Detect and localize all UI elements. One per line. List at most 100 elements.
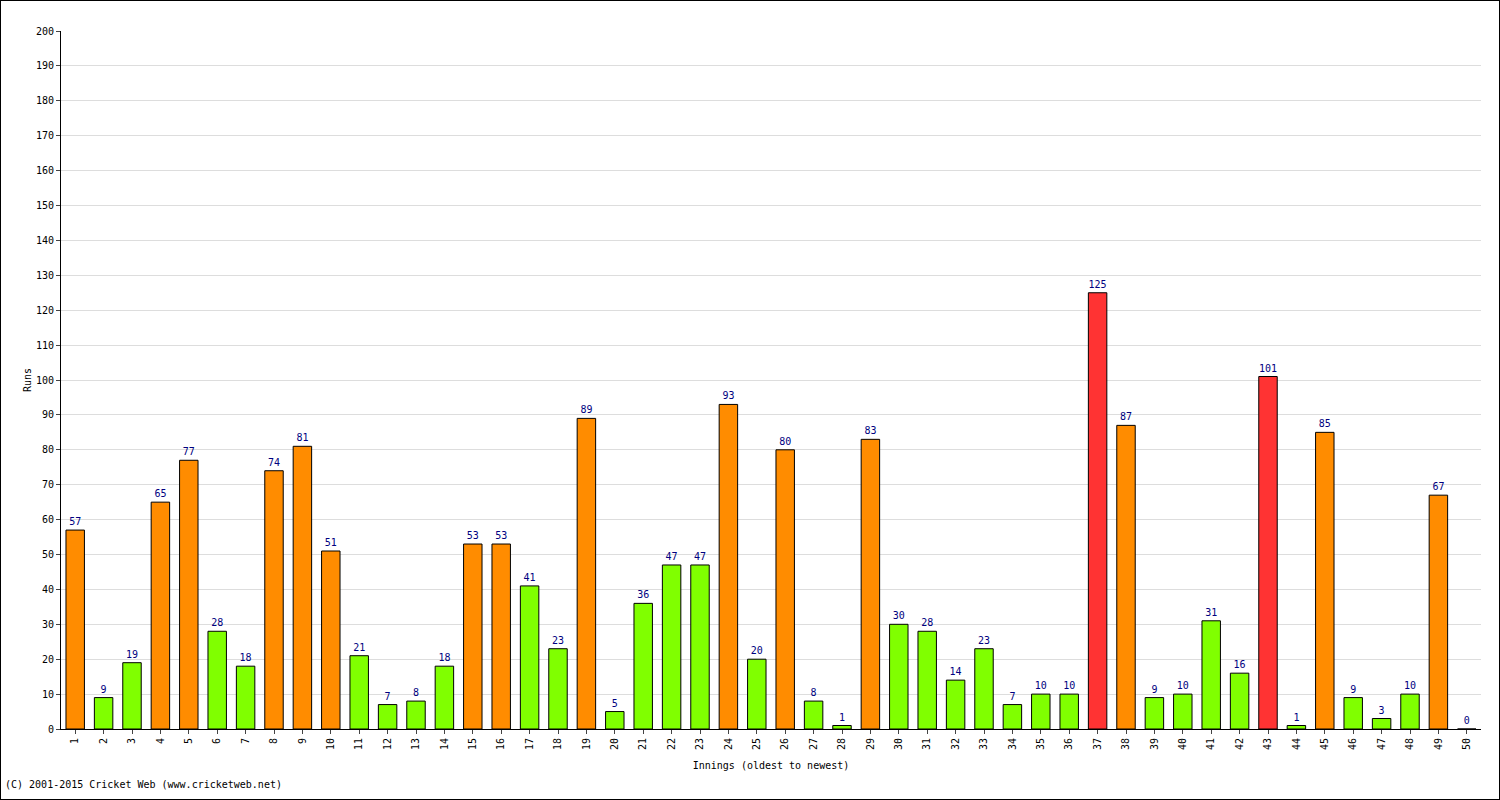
svg-text:25: 25	[751, 738, 762, 750]
svg-text:160: 160	[36, 165, 54, 176]
svg-text:7: 7	[240, 738, 251, 744]
svg-text:4: 4	[155, 738, 166, 744]
svg-text:9: 9	[297, 738, 308, 744]
svg-text:81: 81	[296, 432, 308, 443]
svg-text:23: 23	[978, 635, 990, 646]
svg-text:85: 85	[1319, 418, 1331, 429]
svg-text:10: 10	[1063, 680, 1075, 691]
svg-text:10: 10	[325, 738, 336, 750]
svg-text:1: 1	[1293, 712, 1299, 723]
svg-text:7: 7	[1009, 691, 1015, 702]
svg-text:87: 87	[1120, 411, 1132, 422]
svg-text:93: 93	[722, 390, 734, 401]
svg-text:53: 53	[495, 530, 507, 541]
svg-text:34: 34	[1007, 738, 1018, 750]
svg-text:44: 44	[1291, 738, 1302, 750]
svg-text:51: 51	[325, 537, 337, 548]
svg-text:18: 18	[240, 652, 252, 663]
svg-text:80: 80	[779, 436, 791, 447]
svg-text:21: 21	[353, 642, 365, 653]
svg-text:47: 47	[694, 551, 706, 562]
svg-text:38: 38	[1120, 738, 1131, 750]
svg-text:130: 130	[36, 270, 54, 281]
svg-text:180: 180	[36, 95, 54, 106]
svg-text:36: 36	[637, 589, 649, 600]
svg-text:46: 46	[1347, 738, 1358, 750]
svg-text:50: 50	[1461, 738, 1472, 750]
svg-text:40: 40	[42, 584, 54, 595]
svg-text:0: 0	[48, 724, 54, 735]
svg-text:15: 15	[467, 738, 478, 750]
svg-text:16: 16	[495, 738, 506, 750]
svg-text:110: 110	[36, 340, 54, 351]
svg-text:24: 24	[723, 738, 734, 750]
svg-text:18: 18	[552, 738, 563, 750]
svg-text:100: 100	[36, 375, 54, 386]
svg-text:70: 70	[42, 479, 54, 490]
svg-text:19: 19	[126, 649, 138, 660]
svg-text:49: 49	[1433, 738, 1444, 750]
svg-text:57: 57	[69, 516, 81, 527]
svg-text:190: 190	[36, 60, 54, 71]
svg-text:1: 1	[839, 712, 845, 723]
svg-text:77: 77	[183, 446, 195, 457]
svg-text:20: 20	[751, 645, 763, 656]
svg-text:41: 41	[1205, 738, 1216, 750]
svg-text:39: 39	[1149, 738, 1160, 750]
svg-text:Innings (oldest to newest): Innings (oldest to newest)	[693, 760, 850, 771]
svg-text:5: 5	[183, 738, 194, 744]
svg-text:3: 3	[1379, 705, 1385, 716]
svg-text:120: 120	[36, 305, 54, 316]
svg-text:26: 26	[779, 738, 790, 750]
svg-text:28: 28	[836, 738, 847, 750]
svg-text:10: 10	[1035, 680, 1047, 691]
svg-text:150: 150	[36, 200, 54, 211]
svg-text:30: 30	[42, 619, 54, 630]
svg-text:31: 31	[921, 738, 932, 750]
svg-text:40: 40	[1177, 738, 1188, 750]
svg-text:32: 32	[950, 738, 961, 750]
svg-text:80: 80	[42, 444, 54, 455]
svg-text:30: 30	[893, 610, 905, 621]
svg-text:23: 23	[552, 635, 564, 646]
svg-text:65: 65	[154, 488, 166, 499]
svg-text:11: 11	[353, 738, 364, 750]
svg-text:20: 20	[609, 738, 620, 750]
svg-text:14: 14	[950, 666, 962, 677]
svg-text:7: 7	[385, 691, 391, 702]
svg-text:50: 50	[42, 549, 54, 560]
svg-text:41: 41	[524, 572, 536, 583]
svg-text:47: 47	[666, 551, 678, 562]
svg-text:Runs: Runs	[22, 368, 33, 392]
svg-text:17: 17	[524, 738, 535, 750]
svg-text:16: 16	[1234, 659, 1246, 670]
svg-text:60: 60	[42, 514, 54, 525]
svg-text:31: 31	[1205, 607, 1217, 618]
svg-text:83: 83	[864, 425, 876, 436]
svg-text:67: 67	[1432, 481, 1444, 492]
svg-text:30: 30	[893, 738, 904, 750]
svg-text:9: 9	[1350, 684, 1356, 695]
svg-text:29: 29	[865, 738, 876, 750]
svg-text:8: 8	[268, 738, 279, 744]
svg-text:28: 28	[211, 617, 223, 628]
svg-text:2: 2	[98, 738, 109, 744]
svg-text:48: 48	[1404, 738, 1415, 750]
svg-text:22: 22	[666, 738, 677, 750]
svg-text:90: 90	[42, 409, 54, 420]
svg-text:89: 89	[580, 404, 592, 415]
svg-text:200: 200	[36, 26, 54, 37]
svg-text:140: 140	[36, 235, 54, 246]
svg-text:19: 19	[581, 738, 592, 750]
svg-text:5: 5	[612, 698, 618, 709]
svg-text:23: 23	[694, 738, 705, 750]
svg-text:53: 53	[467, 530, 479, 541]
svg-text:42: 42	[1234, 738, 1245, 750]
svg-text:20: 20	[42, 654, 54, 665]
svg-text:9: 9	[101, 684, 107, 695]
svg-text:36: 36	[1063, 738, 1074, 750]
svg-text:13: 13	[410, 738, 421, 750]
svg-text:(C) 2001-2015 Cricket Web (www: (C) 2001-2015 Cricket Web (www.cricketwe…	[5, 779, 282, 790]
svg-text:18: 18	[438, 652, 450, 663]
svg-text:170: 170	[36, 130, 54, 141]
